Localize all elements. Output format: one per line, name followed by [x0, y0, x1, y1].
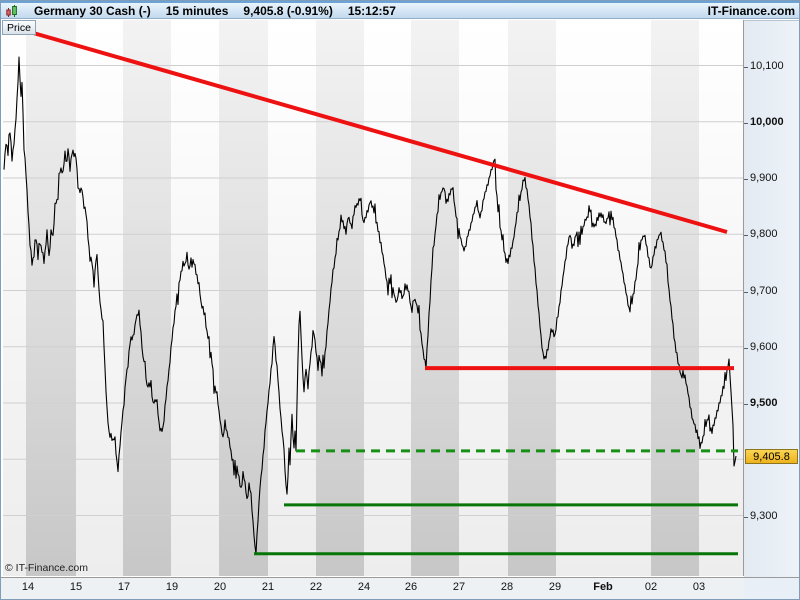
x-axis-label: 27: [452, 581, 466, 593]
y-axis-tick: [744, 516, 748, 518]
quote-time: 15:12:57: [347, 3, 396, 18]
price-tab[interactable]: Price: [2, 20, 36, 35]
y-axis-label: 10,100: [750, 59, 784, 72]
day-band: [26, 20, 76, 576]
plot-area[interactable]: © IT-Finance.com: [3, 20, 744, 576]
price-chart-canvas[interactable]: [3, 20, 743, 576]
y-axis-label: 10,000: [750, 115, 784, 128]
day-band: [411, 20, 459, 576]
price-series: [3, 56, 737, 555]
y-axis-tick: [744, 347, 748, 349]
x-axis-label: 02: [644, 581, 658, 593]
y-axis-label: 9,600: [750, 340, 778, 353]
y-axis-tick: [744, 404, 748, 405]
horizontal-gridlines: [3, 65, 743, 516]
x-axis-label: 21: [261, 581, 275, 593]
day-band: [123, 20, 171, 576]
x-axis-label: 22: [309, 581, 323, 593]
day-band: [219, 20, 268, 576]
x-axis-label: 19: [165, 581, 179, 593]
title-bar: Germany 30 Cash (-) 15 minutes 9,405.8 (…: [1, 1, 799, 19]
candlestick-icon: [5, 4, 19, 18]
x-axis-label: 28: [500, 581, 514, 593]
x-axis-label: 29: [548, 581, 562, 593]
x-axis-label: 26: [404, 581, 418, 593]
instrument-name: Germany 30 Cash (-): [34, 3, 151, 18]
day-band: [508, 20, 556, 576]
analysis-lines[interactable]: [28, 29, 738, 556]
y-axis-tick: [744, 235, 748, 237]
day-band: [316, 20, 364, 576]
y-axis-tick: [744, 179, 748, 180]
descending-trendline[interactable]: [28, 29, 728, 234]
x-axis-label: 24: [357, 581, 371, 593]
change-percent: (-0.91%): [286, 3, 333, 18]
current-price-badge: 9,405.8: [745, 448, 798, 464]
copyright-label: © IT-Finance.com: [5, 562, 89, 574]
y-axis-tick: [744, 122, 748, 124]
x-axis-label: 14: [21, 581, 35, 593]
last-price-and-change: 9,405.8 (-0.91%): [243, 4, 332, 18]
y-axis-label: 9,700: [750, 284, 778, 297]
day-band: [651, 20, 699, 576]
x-axis-label: 17: [117, 581, 131, 593]
y-axis-label: 9,500: [750, 397, 778, 409]
y-axis-tick: [744, 66, 748, 68]
price-line: [3, 56, 737, 555]
day-shading-bands: [26, 20, 699, 576]
x-axis[interactable]: 14 15 17 19 20 21 22 24 26 27 28 29 Feb 02 03: [1, 577, 744, 599]
brand-label: IT-Finance.com: [707, 3, 795, 18]
y-axis[interactable]: 9,405.8 10,100 10,000 9,900 9,800 9,700 9,600…: [744, 20, 799, 577]
x-axis-label: 15: [69, 581, 83, 593]
x-axis-label: 03: [692, 581, 706, 593]
timeframe-label: 15 minutes: [165, 3, 229, 18]
y-axis-tick: [744, 291, 748, 293]
y-axis-label: 9,300: [750, 509, 778, 522]
axis-corner: [744, 577, 799, 599]
x-axis-label: 20: [213, 581, 227, 593]
x-axis-label: Feb: [593, 581, 613, 593]
y-axis-label: 9,900: [750, 172, 778, 184]
y-axis-label: 9,800: [750, 228, 778, 241]
last-price: 9,405.8: [243, 3, 284, 18]
